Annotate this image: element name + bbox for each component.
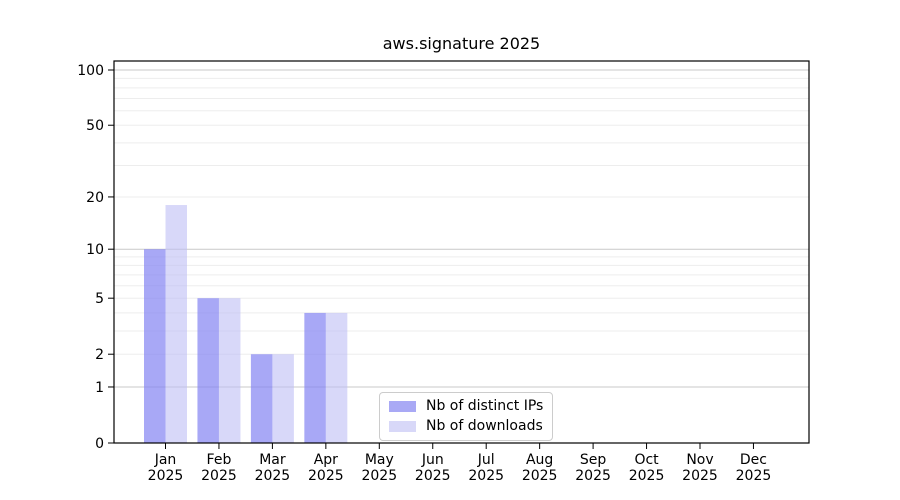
x-tick-label-year: 2025 <box>575 468 611 484</box>
y-tick-label: 50 <box>86 118 104 134</box>
plot-border <box>113 60 810 444</box>
legend: Nb of distinct IPs Nb of downloads <box>379 392 554 441</box>
y-tick-label: 2 <box>95 347 104 363</box>
x-tick-label-month: Jul <box>477 452 495 468</box>
x-tick-label-year: 2025 <box>255 468 291 484</box>
x-tick-label-month: Mar <box>259 452 286 468</box>
y-tick-label: 100 <box>77 63 104 79</box>
x-tick-label-year: 2025 <box>522 468 558 484</box>
bar-nb-of-downloads-mar <box>272 354 294 443</box>
chart-title: aws.signature 2025 <box>382 34 541 53</box>
x-tick-label-month: Oct <box>634 452 659 468</box>
bar-nb-of-distinct-ips-mar <box>250 354 273 443</box>
x-tick-label-month: Feb <box>207 452 232 468</box>
x-tick-label-month: Sep <box>580 452 607 468</box>
x-tick-label-year: 2025 <box>415 468 451 484</box>
x-tick-label-month: Jun <box>421 452 444 468</box>
x-tick-label-year: 2025 <box>201 468 237 484</box>
bar-nb-of-distinct-ips-jan <box>144 249 166 443</box>
legend-swatch-distinct-ips <box>389 401 416 412</box>
x-tick-label-year: 2025 <box>629 468 665 484</box>
x-tick-label-year: 2025 <box>361 468 397 484</box>
bar-nb-of-downloads-feb <box>218 298 241 443</box>
y-tick-label: 10 <box>86 242 104 258</box>
x-tick-label-year: 2025 <box>682 468 718 484</box>
x-tick-label-year: 2025 <box>736 468 772 484</box>
legend-swatch-downloads <box>389 421 416 432</box>
x-tick-label-month: Dec <box>740 452 767 468</box>
y-tick-label: 5 <box>95 291 104 307</box>
y-tick-label: 0 <box>95 436 104 452</box>
y-tick-label: 1 <box>95 380 104 396</box>
bar-nb-of-distinct-ips-feb <box>197 298 219 443</box>
legend-item-downloads: Nb of downloads <box>389 418 543 435</box>
x-tick-label-month: Nov <box>686 452 713 468</box>
x-tick-label-month: Jan <box>154 452 177 468</box>
bar-nb-of-downloads-jan <box>165 205 187 443</box>
legend-label-downloads: Nb of downloads <box>426 418 543 434</box>
legend-label-distinct-ips: Nb of distinct IPs <box>426 398 544 414</box>
legend-item-distinct-ips: Nb of distinct IPs <box>389 398 543 415</box>
bar-nb-of-distinct-ips-apr <box>304 312 326 443</box>
x-tick-label-year: 2025 <box>308 468 344 484</box>
x-tick-label-month: May <box>365 452 394 468</box>
x-tick-label-month: Aug <box>526 452 553 468</box>
y-tick-label: 20 <box>86 190 104 206</box>
x-tick-label-month: Apr <box>314 452 338 468</box>
bar-nb-of-downloads-apr <box>325 312 348 443</box>
x-tick-label-year: 2025 <box>148 468 184 484</box>
x-tick-label-year: 2025 <box>468 468 504 484</box>
